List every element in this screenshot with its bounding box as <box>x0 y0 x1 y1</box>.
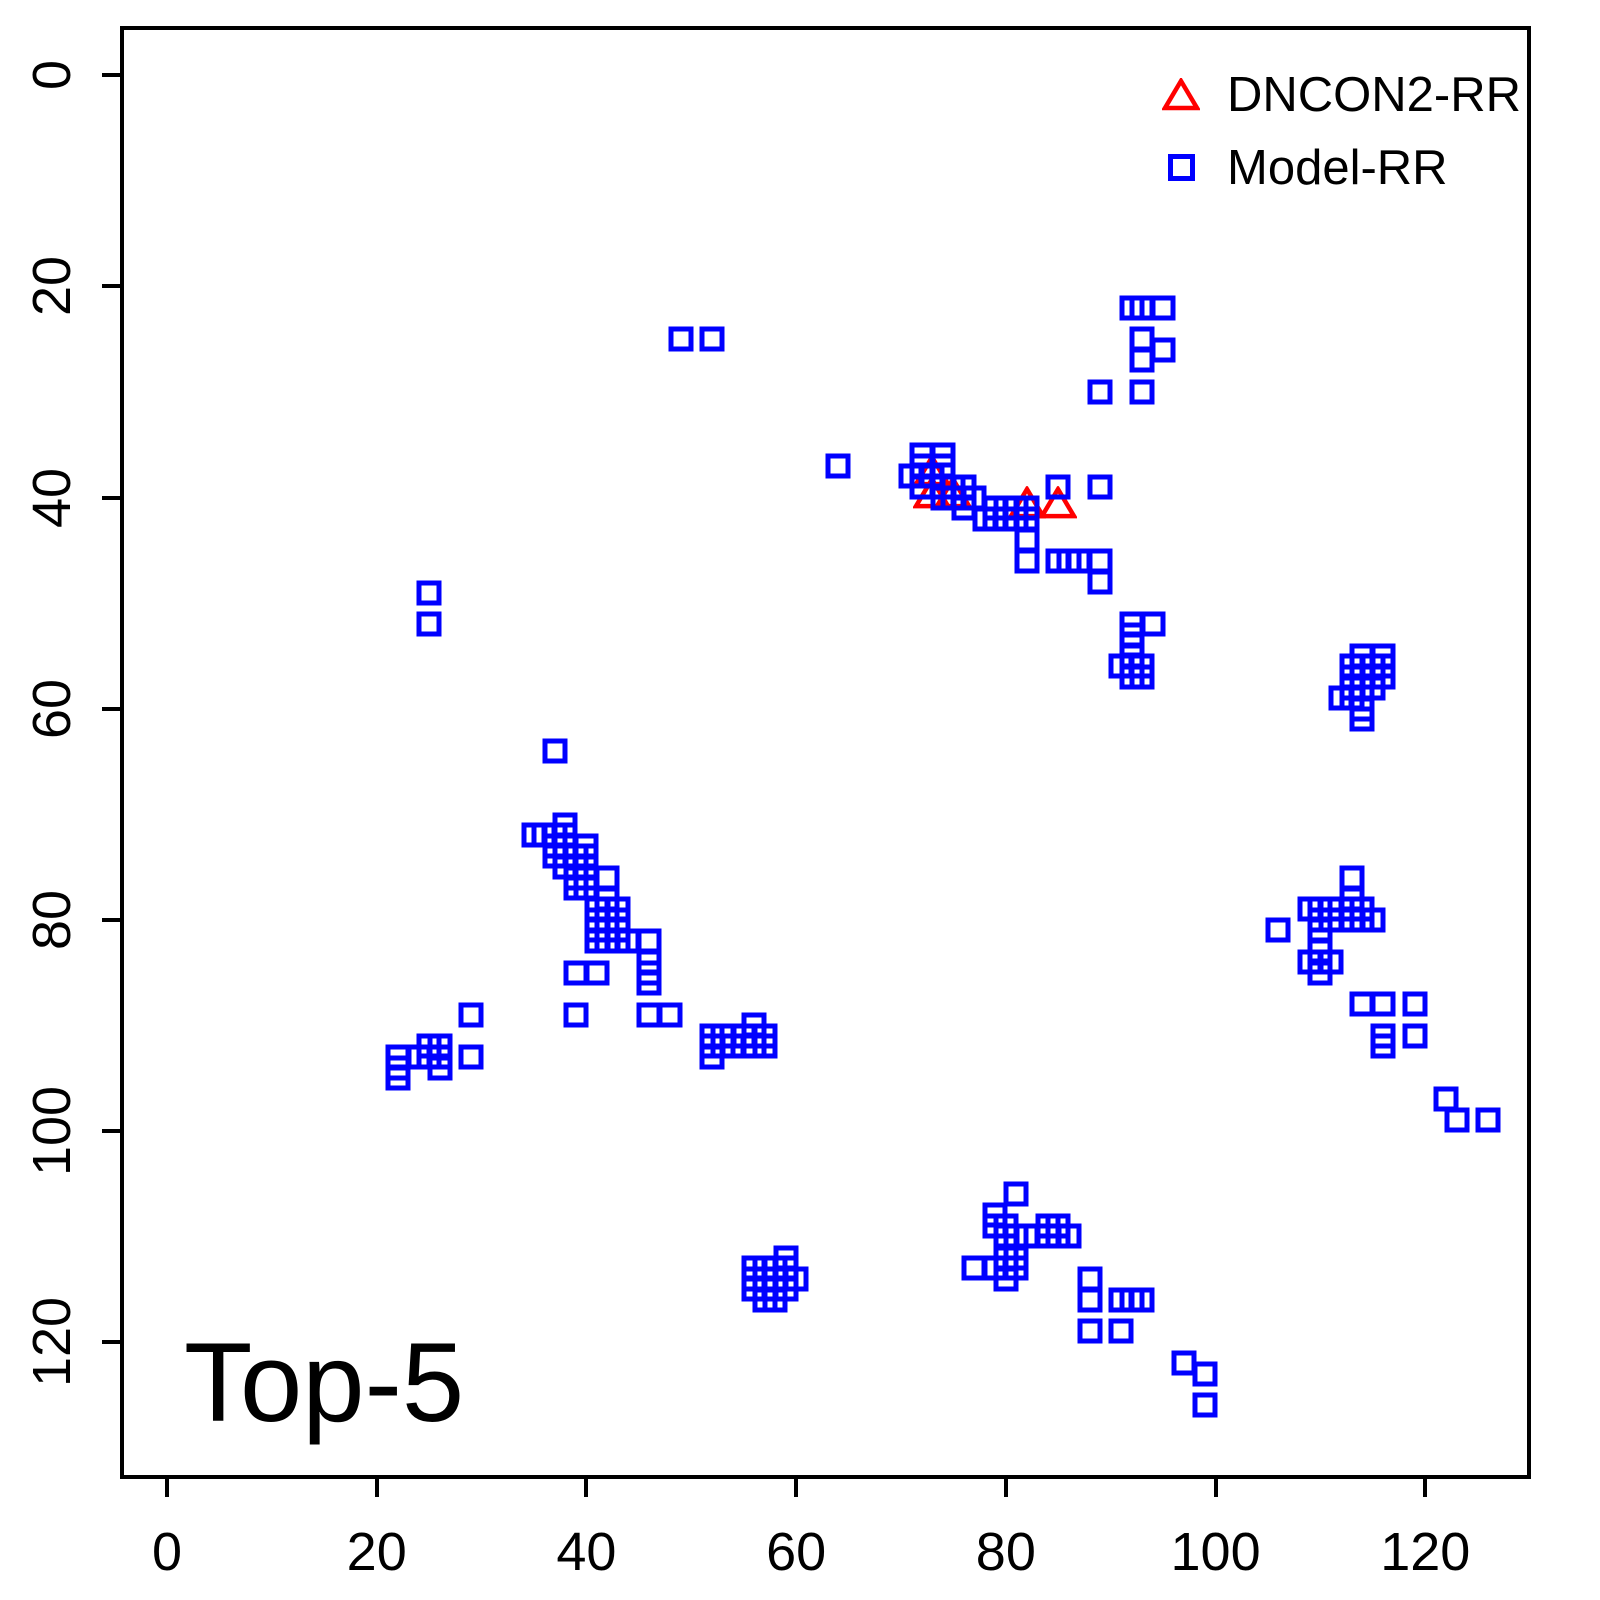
x-axis-tick <box>1423 1475 1428 1497</box>
data-point-square <box>1349 706 1375 732</box>
data-point-square <box>668 326 694 352</box>
data-point-square <box>1056 1223 1082 1249</box>
data-point-square <box>1475 1107 1501 1133</box>
data-point-square <box>542 738 568 764</box>
y-axis-tick <box>102 1128 124 1133</box>
data-point-square <box>1402 1023 1428 1049</box>
data-point-square <box>1129 664 1155 690</box>
data-point-square <box>699 326 725 352</box>
y-tick-text: 80 <box>22 889 82 950</box>
data-point-square <box>1150 295 1176 321</box>
y-tick-text: 20 <box>22 256 82 317</box>
data-point-square <box>1087 379 1113 405</box>
data-point-square <box>1087 569 1113 595</box>
y-axis-tick <box>102 1340 124 1344</box>
data-point-square <box>1192 1392 1218 1418</box>
x-tick-text: 100 <box>1170 1522 1261 1582</box>
x-axis-tick <box>374 1475 379 1497</box>
data-point-square <box>636 970 662 996</box>
data-point-square <box>427 1055 453 1081</box>
plot-annotation-title: Top-5 <box>184 1320 465 1445</box>
data-point-square <box>1370 991 1396 1017</box>
legend: DNCON2-RR Model-RR <box>1149 58 1521 204</box>
legend-label-model-rr: Model-RR <box>1227 140 1448 195</box>
y-tick-text: 60 <box>22 678 82 739</box>
y-axis-tick <box>102 73 124 78</box>
data-point-square <box>752 1033 778 1059</box>
data-point-square <box>584 960 610 986</box>
data-point-square <box>1077 1318 1103 1344</box>
data-point-square <box>563 1002 589 1028</box>
data-point-square <box>416 580 442 606</box>
data-point-square <box>416 611 442 637</box>
y-tick-text: 0 <box>22 60 82 91</box>
data-point-square <box>1129 1287 1155 1313</box>
triangle-icon <box>1149 77 1213 112</box>
y-tick-text: 40 <box>22 467 82 528</box>
x-axis-tick <box>1213 1475 1218 1497</box>
x-tick-text: 20 <box>346 1522 407 1582</box>
data-point-square <box>762 1287 788 1313</box>
data-point-square <box>458 1002 484 1028</box>
x-tick-text: 0 <box>151 1522 183 1582</box>
x-tick-text: 80 <box>975 1522 1036 1582</box>
data-point-square <box>1307 960 1333 986</box>
y-tick-text: 120 <box>22 1296 82 1388</box>
data-point-square <box>1265 917 1291 943</box>
data-point-square <box>1003 1181 1029 1207</box>
data-point-square <box>1108 1318 1134 1344</box>
data-point-square <box>1402 991 1428 1017</box>
data-point-square <box>1045 474 1071 500</box>
data-point-square <box>825 453 851 479</box>
x-tick-text: 60 <box>766 1522 827 1582</box>
data-point-square <box>657 1002 683 1028</box>
data-point-square <box>458 1044 484 1070</box>
y-tick-text: 100 <box>22 1085 82 1176</box>
x-axis-tick <box>584 1475 589 1497</box>
data-point-square <box>1087 474 1113 500</box>
square-icon <box>1149 154 1213 181</box>
y-axis-tick <box>102 917 124 922</box>
x-axis-tick <box>794 1475 799 1497</box>
data-point-square <box>1444 1107 1470 1133</box>
legend-item-dncon2-rr: DNCON2-RR <box>1149 58 1521 131</box>
data-point-square <box>1014 548 1040 574</box>
data-point-square <box>699 1044 725 1070</box>
x-axis-tick <box>1003 1475 1008 1497</box>
data-point-square <box>1360 907 1386 933</box>
data-point-square <box>385 1065 411 1091</box>
data-point-square <box>1370 1033 1396 1059</box>
plot-area: 0 20 40 60 80 100 120 0 20 40 60 80 100 120 <box>22 30 1527 1582</box>
y-axis-tick <box>102 495 124 500</box>
legend-label-dncon2-rr: DNCON2-RR <box>1227 67 1521 122</box>
data-point-triangle <box>1038 484 1079 525</box>
data-point-square <box>993 1266 1019 1292</box>
y-axis-tick <box>102 284 124 289</box>
data-point-square <box>1129 347 1155 373</box>
plot-frame: 0 20 40 60 80 100 120 0 20 40 60 80 100 120 DNCON2-RR… <box>22 26 1531 1582</box>
y-axis-tick <box>102 706 124 711</box>
x-tick-text: 120 <box>1380 1522 1471 1582</box>
data-point-square <box>1192 1361 1218 1387</box>
x-axis-tick <box>164 1475 169 1497</box>
data-point-square <box>1077 1287 1103 1313</box>
x-tick-text: 40 <box>556 1522 617 1582</box>
legend-item-model-rr: Model-RR <box>1149 131 1521 204</box>
data-point-square <box>1129 379 1155 405</box>
